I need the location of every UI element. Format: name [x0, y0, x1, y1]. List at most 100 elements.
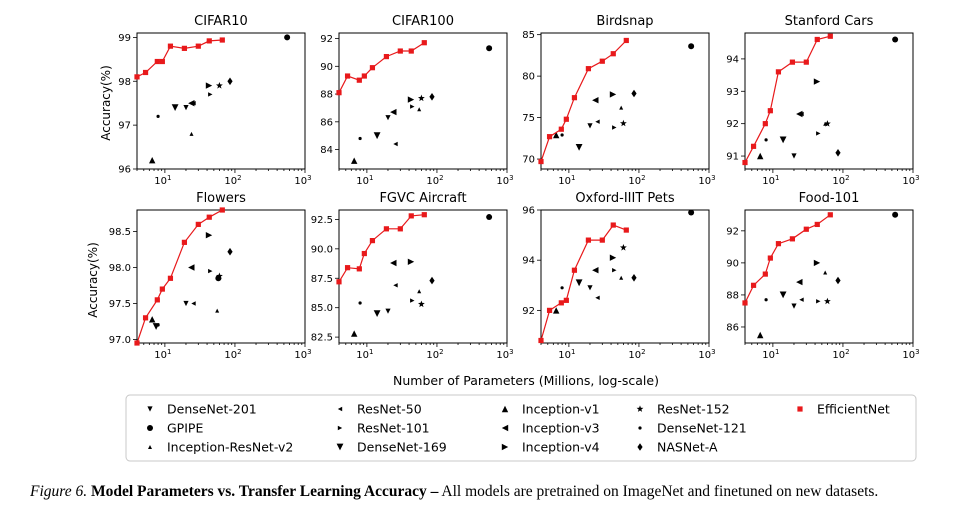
point-efficientnet: [558, 126, 564, 132]
x-tick-label: 102: [832, 348, 849, 361]
point-efficientnet: [361, 73, 367, 79]
point-inception-v1: [351, 157, 358, 164]
y-tick-label: 90: [320, 62, 333, 73]
y-tick-label: 80: [522, 72, 535, 83]
caption-label: Figure 6.: [30, 483, 88, 500]
point-densenet-169: [575, 144, 583, 151]
y-tick-label: 88: [726, 290, 739, 301]
point-inception-v1: [553, 307, 560, 314]
point-inception-v4: [609, 254, 617, 261]
efficientnet-line: [744, 35, 831, 163]
legend-label: DenseNet-121: [657, 421, 747, 436]
plot-frame: [540, 209, 710, 344]
legend-entry-resnet-50: ResNet-50: [337, 402, 422, 417]
x-tick-label: 103: [698, 348, 715, 361]
legend-marker-resnet-50: [337, 406, 343, 412]
point-inception-resnet-v2: [189, 131, 194, 136]
legend-label: GPIPE: [167, 421, 203, 436]
point-efficientnet: [750, 143, 757, 149]
point-resnet-50: [595, 295, 600, 300]
point-densenet-201: [385, 115, 391, 121]
subplot-fgvc-aircraft: FGVC Aircraft 101 102 103 82.5 85.0 87.5 90.0 92…: [311, 191, 514, 361]
y-tick-label: 92: [726, 119, 739, 130]
point-resnet-50: [393, 141, 398, 147]
plot-frame: [540, 32, 710, 170]
point-efficientnet: [546, 134, 553, 140]
y-tick-label: 75: [522, 113, 535, 124]
x-tick-label: 101: [154, 174, 171, 187]
x-tick-label: 101: [558, 348, 575, 361]
point-efficientnet: [356, 266, 362, 272]
point-efficientnet: [599, 237, 605, 243]
point-efficientnet: [181, 239, 188, 245]
subplot-title: FGVC Aircraft: [379, 191, 466, 206]
plot-frame: [136, 32, 306, 170]
point-resnet-101: [410, 104, 415, 109]
point-resnet-101: [208, 268, 213, 274]
subplot-grid: CIFAR10 101 102 103 96 97 98 99 CIFAR100 101 102 10…: [109, 14, 920, 361]
point-inception-v1: [351, 330, 358, 337]
y-tick-label: 97.5: [109, 299, 131, 310]
y-tick-label: 99: [118, 33, 131, 44]
point-inception-v3: [390, 108, 397, 116]
point-efficientnet: [383, 53, 390, 60]
point-inception-resnet-v2: [619, 275, 624, 280]
subplot-title: Flowers: [196, 191, 246, 206]
point-efficientnet: [563, 297, 569, 303]
point-nasnet-a: [835, 276, 841, 285]
point-efficientnet: [181, 45, 188, 51]
point-densenet-201: [587, 123, 593, 129]
caption-text: All models are pretrained on ImageNet an…: [441, 483, 879, 500]
legend-marker-efficientnet: [797, 406, 803, 412]
point-efficientnet: [159, 58, 165, 65]
point-inception-v3: [796, 110, 803, 118]
point-efficientnet: [383, 226, 390, 232]
x-tick-label: 101: [154, 348, 171, 361]
point-inception-v3: [188, 264, 195, 271]
point-inception-v3: [592, 267, 599, 274]
point-efficientnet: [775, 69, 782, 75]
legend-marker-inception-v4: [501, 443, 509, 451]
legend-label: Inception-v1: [522, 402, 600, 417]
point-nasnet-a: [429, 93, 435, 101]
point-inception-v4: [609, 91, 617, 98]
subplot-flowers: Flowers 101 102 103 97.0 97.5 98.0 98.5: [109, 191, 312, 361]
point-inception-v4: [407, 258, 415, 265]
x-tick-label: 102: [628, 174, 645, 187]
legend-entry-densenet-201: DenseNet-201: [147, 402, 257, 417]
y-tick-label: 92.5: [311, 215, 333, 226]
point-inception-v3: [188, 100, 195, 107]
point-densenet-121: [560, 133, 564, 137]
x-axis-label: Number of Parameters (Millions, log-scal…: [393, 373, 659, 388]
efficientnet-line: [540, 40, 627, 162]
legend-frame: [125, 394, 917, 462]
point-densenet-121: [764, 298, 768, 302]
x-tick-label: 102: [426, 348, 443, 361]
point-efficientnet: [762, 271, 768, 277]
y-tick-label: 94: [522, 256, 535, 267]
legend-entry-resnet-152: ResNet-152: [636, 402, 730, 417]
point-inception-v4: [205, 82, 213, 89]
point-efficientnet: [421, 40, 427, 46]
y-tick-label: 98.5: [109, 227, 131, 238]
subplot-title: Food-101: [799, 191, 860, 206]
point-densenet-121: [156, 114, 160, 118]
legend-entry-densenet-121: DenseNet-121: [638, 421, 747, 436]
point-efficientnet: [571, 267, 578, 273]
point-inception-v1: [553, 131, 560, 139]
subplot-title: Birdsnap: [596, 14, 653, 29]
point-densenet-121: [156, 323, 160, 327]
legend-marker-nasnet-a: [637, 443, 643, 451]
point-efficientnet: [827, 212, 833, 218]
point-densenet-201: [587, 285, 593, 291]
point-densenet-121: [358, 301, 362, 305]
point-efficientnet: [742, 159, 748, 166]
point-efficientnet: [361, 250, 367, 257]
legend-entry-resnet-101: ResNet-101: [337, 421, 430, 436]
legend-marker-gpipe: [147, 425, 153, 431]
legend-label: ResNet-50: [357, 402, 422, 417]
x-tick-label: 103: [902, 348, 919, 361]
point-resnet-101: [410, 298, 415, 303]
x-tick-label: 103: [496, 174, 513, 187]
point-resnet-152: [824, 120, 831, 127]
